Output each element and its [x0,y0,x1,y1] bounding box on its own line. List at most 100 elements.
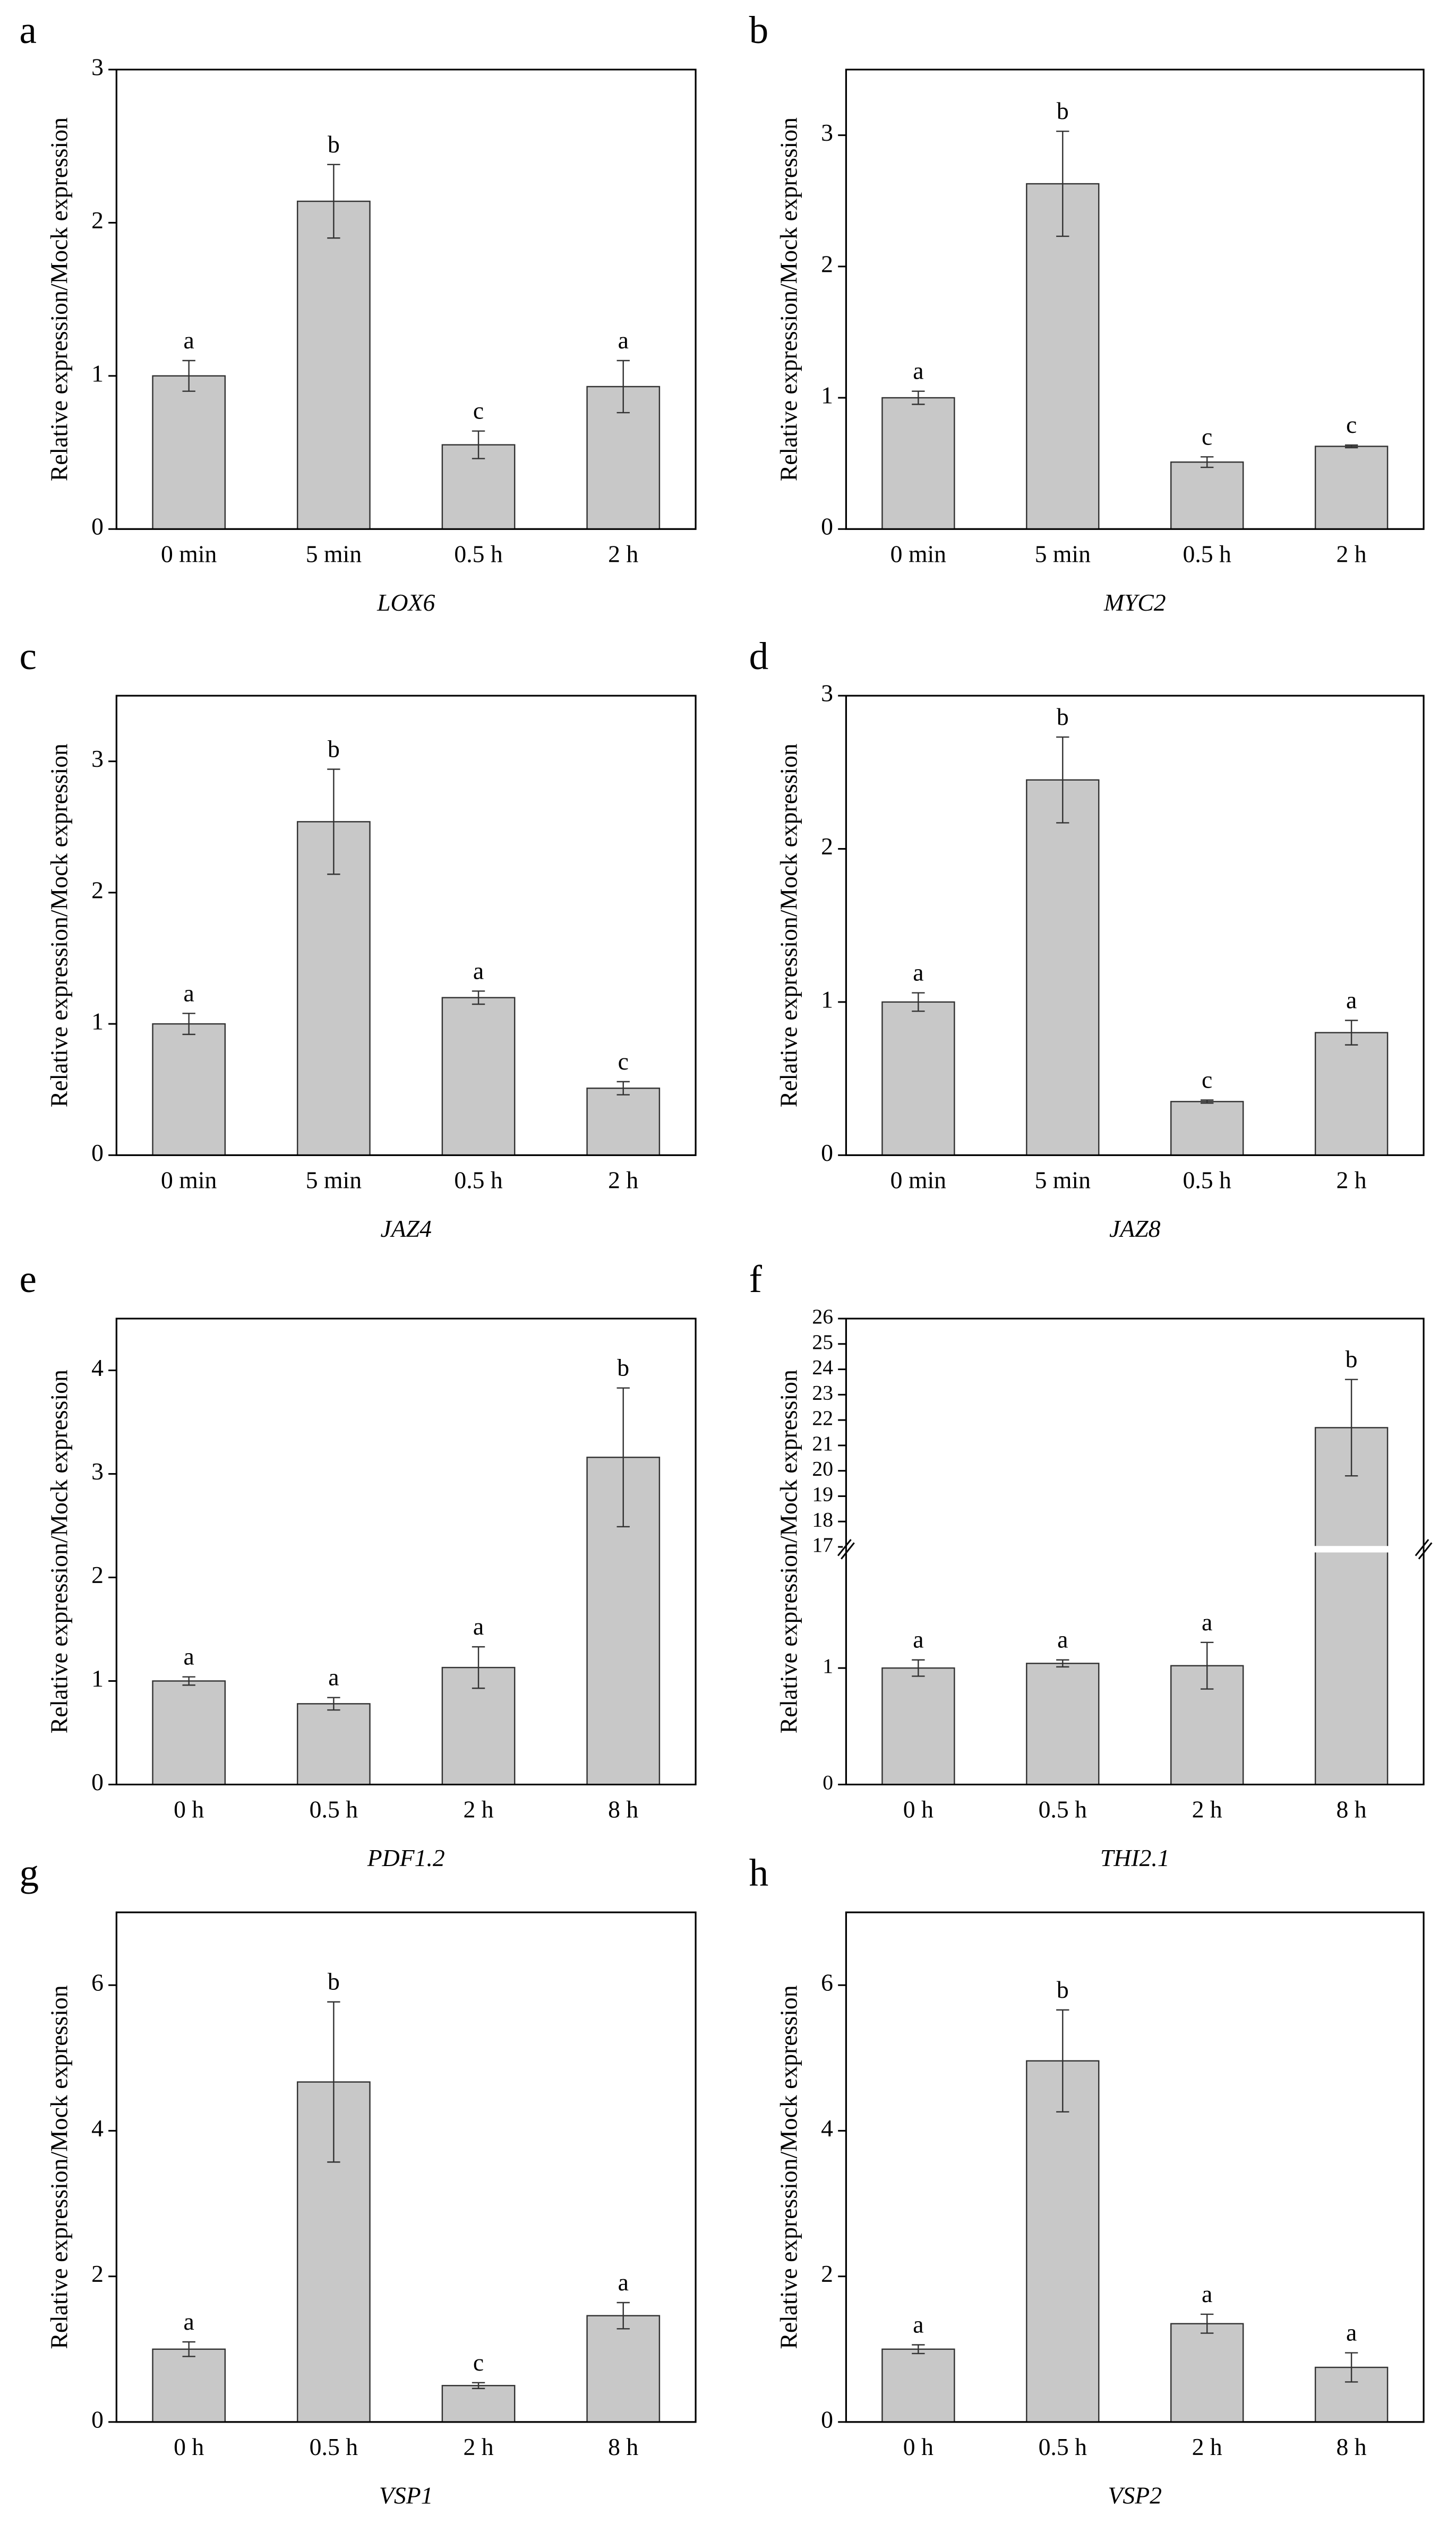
x-tick-label: 5 min [1035,1167,1091,1194]
y-tick-label: 0 [821,2406,833,2433]
y-tick-label: 1 [91,1008,104,1035]
x-tick-label: 5 min [306,541,362,568]
y-tick-label: 3 [821,680,833,707]
bar [1170,2323,1244,2423]
bar [441,2385,516,2423]
significance-label: a [473,1613,484,1640]
y-tick-label: 2 [821,2260,833,2287]
y-tick-label: 22 [812,1406,833,1430]
significance-label: b [328,1968,340,1995]
bar [1026,1663,1100,1785]
bar [296,200,371,530]
y-tick-label: 4 [91,1354,104,1381]
bar [1026,2060,1100,2423]
y-tick-label: 0 [91,513,104,540]
x-tick-label: 2 h [1192,1796,1222,1823]
bar [1026,183,1100,530]
y-tick-label: 0 [821,1139,833,1166]
significance-label: a [1346,986,1357,1013]
y-tick-label: 3 [91,1458,104,1485]
plot-frame [845,1911,1425,2423]
bar [1170,1101,1244,1156]
axis-break-mark [1415,1539,1429,1556]
significance-label: a [1346,2319,1357,2346]
error-bar [1344,2352,1358,2383]
panel-label: b [749,8,769,52]
error-bar [182,360,195,392]
panel-label: c [20,635,37,678]
y-tick-label: 26 [812,1305,833,1328]
x-tick-label: 0 min [161,541,217,568]
plot-frame-top [845,1911,1425,2423]
significance-label: a [473,957,484,984]
error-bar [616,2302,630,2330]
significance-label: a [618,327,629,354]
error-bar [1201,1099,1214,1104]
error-bar [912,390,925,405]
x-axis-title: JAZ8 [1109,1215,1161,1242]
plot-frame-top [845,69,1425,530]
significance-label: c [473,397,484,424]
y-tick-label: 3 [821,119,833,146]
significance-label: a [184,1643,194,1670]
significance-label: a [184,979,194,1006]
y-tick-label: 20 [812,1457,833,1481]
y-tick-label: 2 [91,876,104,903]
y-axis-title: Relative expression/Mock expression [775,1985,802,2349]
x-tick-label: 0.5 h [1039,2433,1087,2460]
significance-label: a [913,2311,923,2338]
x-axis-title: LOX6 [376,589,435,616]
significance-label: b [1057,703,1069,730]
error-bar [182,2341,195,2357]
significance-label: c [1346,411,1357,438]
y-tick-label: 1 [823,1654,833,1678]
panel-label: d [749,635,769,678]
x-tick-label: 5 min [306,1167,362,1194]
y-axis-title: Relative expression/Mock expression [45,1985,72,2349]
x-tick-label: 0.5 h [1183,541,1232,568]
x-axis-title: VSP2 [1108,2482,1162,2509]
y-tick-label: 1 [91,360,104,387]
y-axis-title: Relative expression/Mock expression [775,743,802,1107]
plot-frame-top [115,1911,697,2423]
plot-frame-top [845,1318,1425,1785]
plot-frame-top [115,69,697,530]
x-tick-label: 0 min [890,1167,946,1194]
y-axis-title: Relative expression/Mock expression [775,117,802,481]
y-tick-label: 1 [821,382,833,409]
x-tick-label: 0 h [903,2433,933,2460]
x-axis-title: JAZ4 [380,1215,431,1242]
x-tick-label: 2 h [608,1167,638,1194]
significance-label: a [1057,1626,1068,1653]
y-tick-label: 4 [91,2115,104,2142]
y-tick-label: 17 [812,1533,833,1556]
x-axis-title: VSP1 [379,2482,433,2509]
x-tick-label: 0.5 h [454,541,503,568]
error-bar [616,1387,630,1528]
y-tick-label: 3 [91,53,104,80]
x-tick-label: 0 h [174,1796,204,1823]
x-axis-title: THI2.1 [1100,1844,1170,1871]
bar [881,397,955,530]
y-tick-label: 0 [91,1139,104,1166]
axis-break-mark [841,1542,855,1560]
significance-label: b [328,131,340,158]
significance-label: b [1057,1976,1069,2003]
x-tick-label: 8 h [1337,1796,1367,1823]
y-tick-label: 2 [91,2260,104,2287]
y-tick-label: 2 [821,250,833,277]
y-tick-label: 6 [821,1969,833,1996]
significance-label: b [617,1354,629,1381]
error-bar [1201,2313,1214,2334]
error-bar [912,992,925,1012]
significance-label: a [1202,2280,1212,2307]
error-bar [182,1676,195,1686]
y-tick-label: 6 [91,1969,104,1996]
y-tick-label: 2 [91,1561,104,1588]
significance-label: a [184,327,194,354]
bar [1314,1032,1389,1156]
y-tick-label: 0 [821,513,833,540]
y-axis-title: Relative expression/Mock expression [775,1370,802,1733]
y-tick-label: 1 [91,1665,104,1692]
